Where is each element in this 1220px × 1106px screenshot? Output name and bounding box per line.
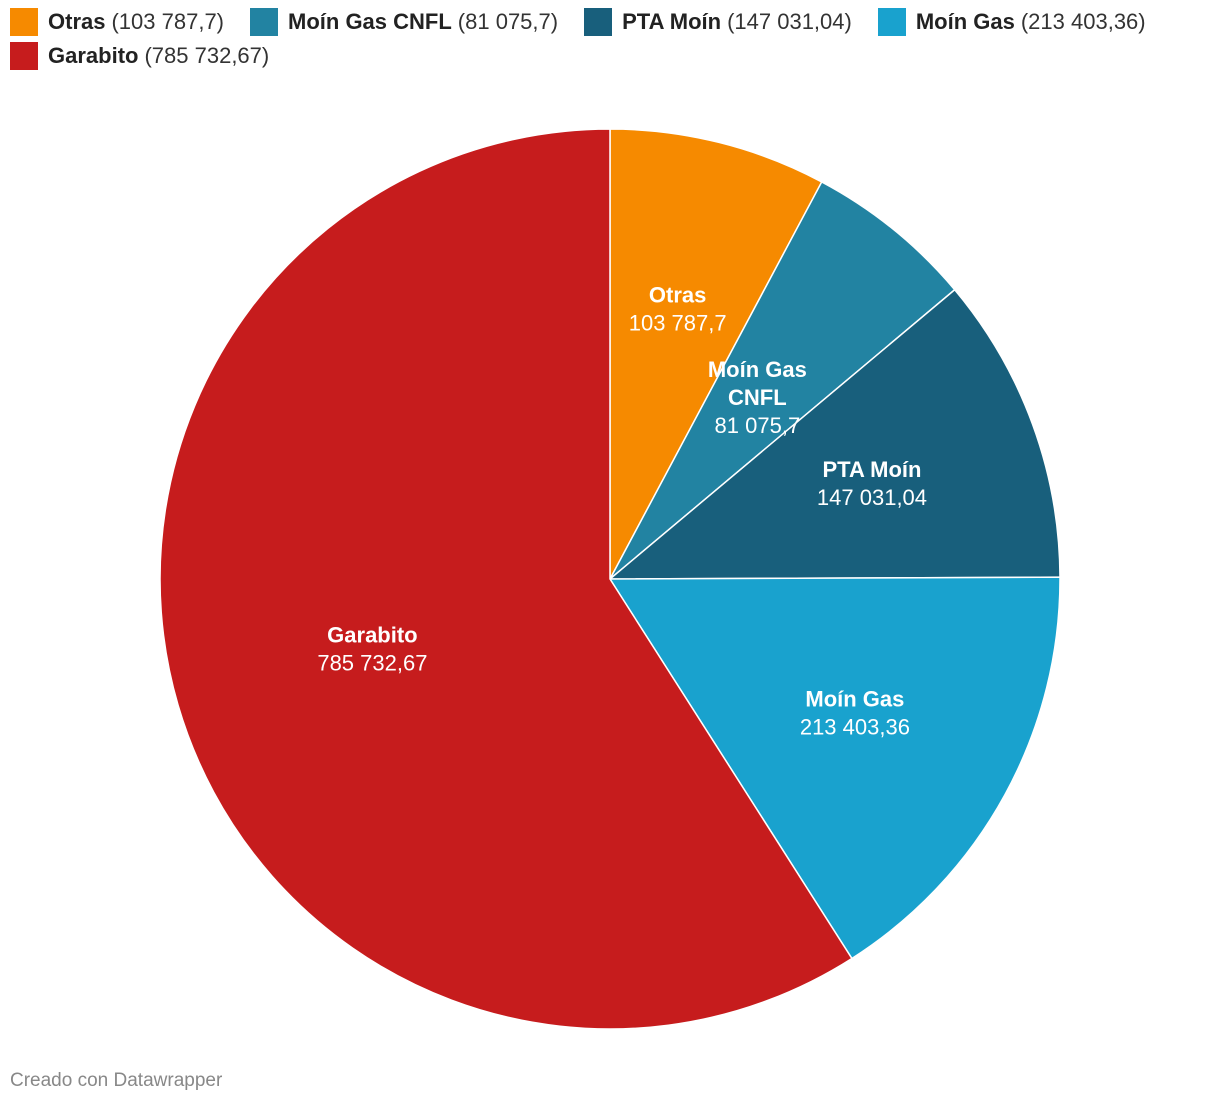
legend-label-moin-gas: Moín Gas bbox=[915, 9, 1015, 34]
slice-name-moin-gas-cnfl: CNFL bbox=[728, 385, 787, 410]
slice-value-moin-gas-cnfl: 81 075,7 bbox=[715, 413, 801, 438]
slice-name-moin-gas: Moín Gas bbox=[805, 687, 904, 712]
legend-value-moin-gas: (213 403,36) bbox=[1020, 9, 1146, 34]
legend: Otras (103 787,7) Moín Gas CNFL (81 075,… bbox=[10, 8, 1210, 70]
legend-item-garabito: Garabito (785 732,67) bbox=[10, 42, 269, 70]
legend-value-moin-gas-cnfl: (81 075,7) bbox=[457, 9, 559, 34]
footer-credit: Creado con Datawrapper bbox=[10, 1070, 223, 1091]
slice-label-pta-moin: PTA Moín 147 031,04 bbox=[817, 457, 927, 510]
legend-item-pta-moin: PTA Moín (147 031,04) bbox=[584, 8, 852, 36]
legend-swatch-pta-moin bbox=[584, 8, 613, 36]
slice-name-garabito: Garabito bbox=[327, 622, 417, 647]
slice-value-otras: 103 787,7 bbox=[629, 310, 727, 335]
legend-item-moin-gas-cnfl: Moín Gas CNFL (81 075,7) bbox=[250, 8, 558, 36]
slice-value-pta-moin: 147 031,04 bbox=[817, 485, 927, 510]
legend-swatch-moin-gas-cnfl bbox=[250, 8, 279, 36]
slice-label-garabito: Garabito 785 732,67 bbox=[317, 622, 427, 675]
legend-label-moin-gas-cnfl: Moín Gas CNFL bbox=[288, 9, 452, 34]
slice-label-moin-gas: Moín Gas 213 403,36 bbox=[800, 687, 910, 740]
slice-label-moin-gas-cnfl: Moín Gas CNFL 81 075,7 bbox=[708, 357, 807, 438]
legend-value-pta-moin: (147 031,04) bbox=[727, 9, 852, 34]
slice-name-pta-moin: PTA Moín bbox=[822, 457, 921, 482]
slice-value-garabito: 785 732,67 bbox=[317, 650, 427, 675]
legend-label-garabito: Garabito bbox=[48, 43, 139, 68]
slice-name-otras: Otras bbox=[649, 282, 706, 307]
pie-slice-moin-gas-cnfl bbox=[609, 180, 956, 580]
legend-item-otras: Otras (103 787,7) bbox=[10, 8, 224, 36]
pie-slice-labels: Otras 103 787,7 Moín Gas CNFL 81 075,7 PTA Mo… bbox=[317, 282, 927, 739]
pie-slice-garabito bbox=[159, 128, 853, 1030]
legend-swatch-otras bbox=[10, 8, 38, 36]
legend-swatch-moin-gas bbox=[877, 8, 906, 36]
legend-value-otras: (103 787,7) bbox=[111, 9, 225, 34]
pie-slices bbox=[159, 128, 1061, 1030]
slice-value-moin-gas: 213 403,36 bbox=[800, 715, 910, 740]
legend-label-otras: Otras bbox=[48, 9, 106, 34]
legend-value-garabito: (785 732,67) bbox=[144, 43, 270, 68]
pie-slice-moin-gas bbox=[608, 576, 1061, 960]
legend-swatch-garabito bbox=[10, 42, 38, 70]
slice-name-moin-gas-cnfl: Moín Gas bbox=[708, 357, 807, 382]
slice-label-otras: Otras 103 787,7 bbox=[629, 282, 727, 335]
pie-slice-pta-moin bbox=[607, 288, 1061, 580]
pie-slice-otras bbox=[609, 128, 823, 580]
legend-label-pta-moin: PTA Moín bbox=[622, 9, 722, 34]
legend-item-moin-gas: Moín Gas (213 403,36) bbox=[877, 8, 1146, 36]
